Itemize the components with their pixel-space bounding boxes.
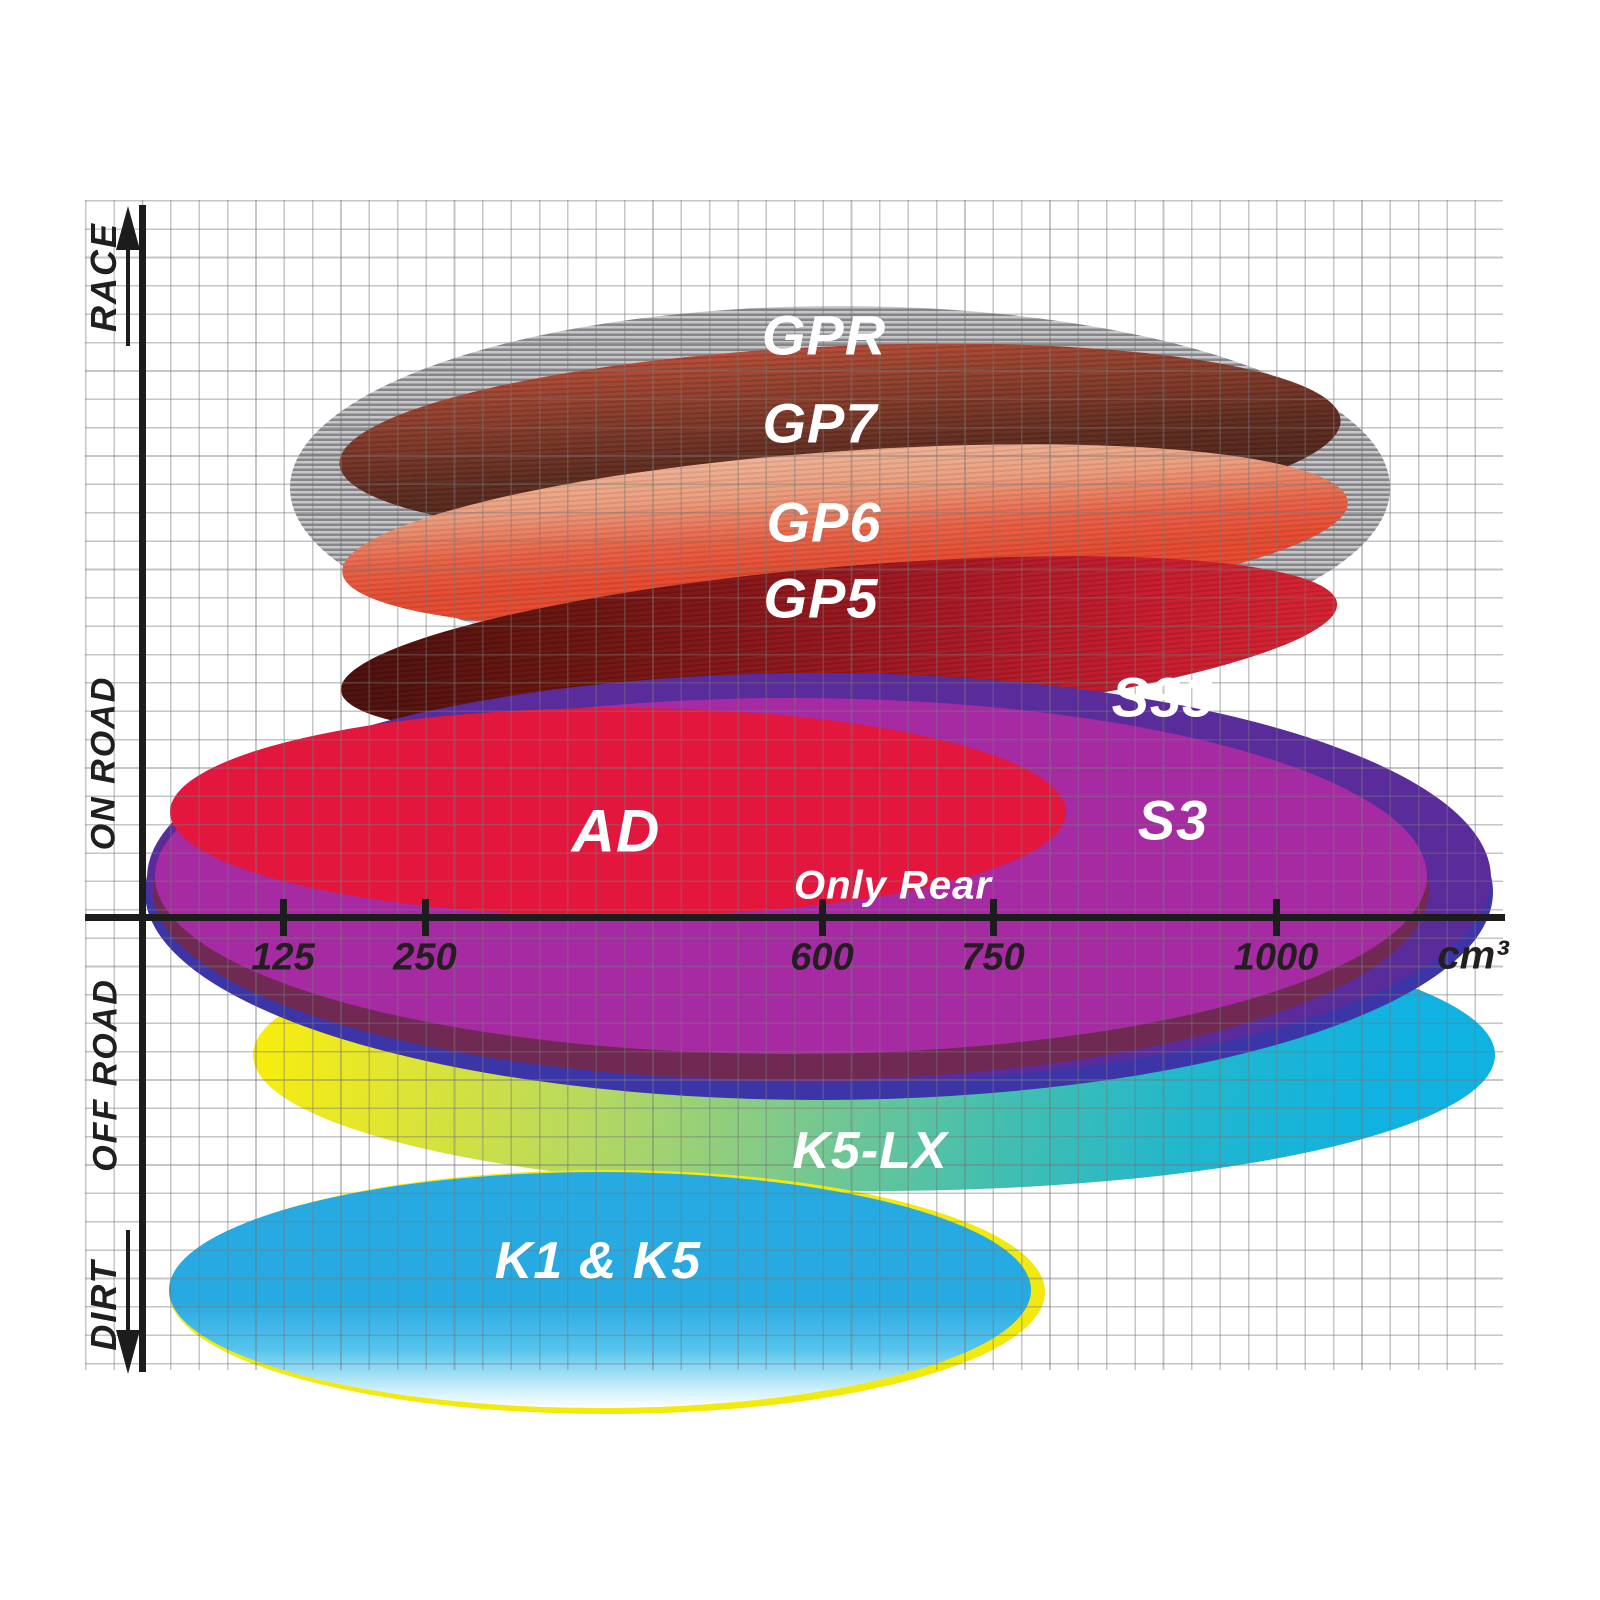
chart-grid [85, 200, 1503, 1370]
